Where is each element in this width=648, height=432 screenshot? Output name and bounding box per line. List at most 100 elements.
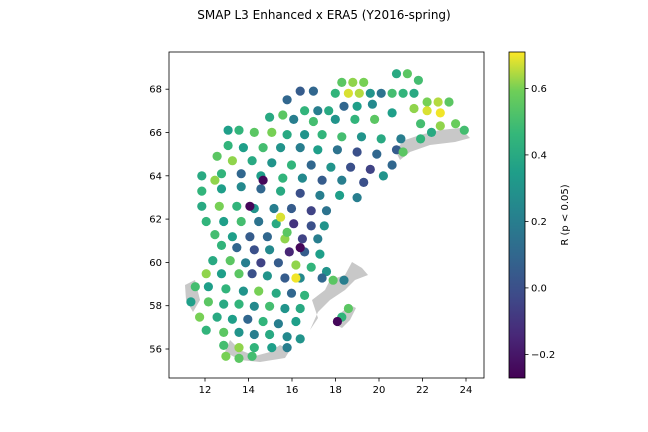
data-point — [413, 75, 423, 85]
data-point — [332, 316, 342, 327]
data-point — [236, 169, 246, 179]
data-point — [282, 227, 292, 237]
data-point — [321, 206, 332, 216]
data-point — [247, 269, 257, 279]
colorbar-tick: 0.6 — [525, 84, 547, 95]
data-point — [339, 275, 349, 285]
data-point — [300, 290, 310, 300]
data-point — [343, 88, 353, 98]
data-point — [273, 258, 283, 268]
data-point — [422, 97, 432, 107]
colorbar-tick: 0.0 — [525, 283, 547, 294]
x-axis: 12 14 16 18 20 22 24 — [199, 378, 472, 396]
data-point — [271, 288, 281, 298]
colorbar-tick: −0.2 — [525, 350, 555, 361]
data-point — [223, 125, 233, 135]
colorbar-tick: 0.2 — [525, 217, 547, 228]
data-point — [210, 230, 220, 240]
data-point — [197, 201, 207, 211]
x-tick-label: 16 — [286, 385, 299, 396]
data-point — [234, 269, 244, 279]
data-point — [203, 282, 213, 292]
data-point — [234, 343, 244, 353]
data-point — [249, 301, 259, 311]
data-point — [359, 177, 369, 187]
data-point — [402, 69, 412, 79]
data-point — [216, 169, 227, 179]
data-point — [201, 269, 211, 279]
data-point — [216, 184, 227, 194]
y-tick: 58 — [149, 301, 169, 312]
data-point — [295, 86, 305, 96]
chart-title: SMAP L3 Enhanced x ERA5 (Y2016-spring) — [197, 8, 450, 22]
data-point — [326, 162, 336, 172]
data-point — [208, 256, 218, 266]
data-point — [317, 175, 327, 185]
data-point — [416, 134, 426, 144]
data-point — [317, 130, 327, 140]
data-point — [295, 143, 305, 153]
data-point — [346, 162, 356, 172]
x-tick-label: 22 — [416, 385, 429, 396]
data-point — [232, 243, 242, 253]
data-point — [282, 95, 292, 105]
data-point — [291, 273, 301, 283]
data-point — [332, 145, 342, 155]
data-point — [197, 186, 207, 196]
data-point — [300, 106, 310, 116]
data-point — [236, 216, 246, 227]
data-point — [195, 312, 205, 322]
y-tick: 64 — [149, 171, 169, 182]
data-point — [190, 282, 200, 292]
data-point — [265, 301, 275, 311]
data-point — [234, 353, 244, 363]
data-point — [435, 108, 445, 118]
x-tick-label: 18 — [329, 385, 342, 396]
y-tick-label: 58 — [149, 301, 162, 312]
data-point — [225, 256, 235, 266]
data-point — [337, 77, 347, 87]
data-point — [258, 316, 268, 327]
x-tick: 16 — [286, 378, 299, 396]
landmask-coast-north — [395, 128, 470, 160]
x-tick: 20 — [373, 378, 385, 396]
data-point — [273, 319, 283, 329]
data-point — [197, 171, 207, 181]
data-point — [278, 173, 288, 183]
data-point — [317, 273, 327, 283]
data-point — [295, 334, 305, 344]
data-point — [276, 186, 286, 196]
data-point — [295, 243, 305, 253]
data-point — [313, 145, 323, 155]
data-point — [289, 219, 299, 229]
data-point — [216, 240, 227, 250]
data-point — [219, 327, 229, 337]
x-tick: 18 — [329, 378, 342, 396]
data-point — [451, 119, 461, 129]
y-tick-label: 62 — [149, 215, 162, 226]
colorbar-tick-label: 0.4 — [531, 150, 547, 161]
data-point — [313, 234, 323, 244]
data-point — [352, 193, 362, 203]
data-point — [337, 175, 347, 185]
data-point — [269, 203, 279, 214]
data-point — [306, 160, 316, 170]
data-point — [286, 288, 297, 298]
data-point — [286, 160, 297, 170]
data-point — [221, 351, 231, 361]
data-point — [245, 232, 255, 242]
data-points — [186, 69, 469, 363]
data-point — [444, 97, 454, 107]
y-tick-label: 68 — [149, 85, 162, 96]
data-point — [219, 216, 229, 227]
data-point — [258, 175, 268, 185]
data-point — [265, 112, 275, 122]
data-point — [262, 271, 272, 281]
data-point — [391, 69, 402, 79]
data-point — [321, 266, 332, 277]
data-point — [370, 114, 380, 124]
data-point — [284, 247, 294, 257]
data-point — [378, 171, 388, 181]
data-point — [238, 286, 248, 296]
data-point — [282, 332, 292, 342]
